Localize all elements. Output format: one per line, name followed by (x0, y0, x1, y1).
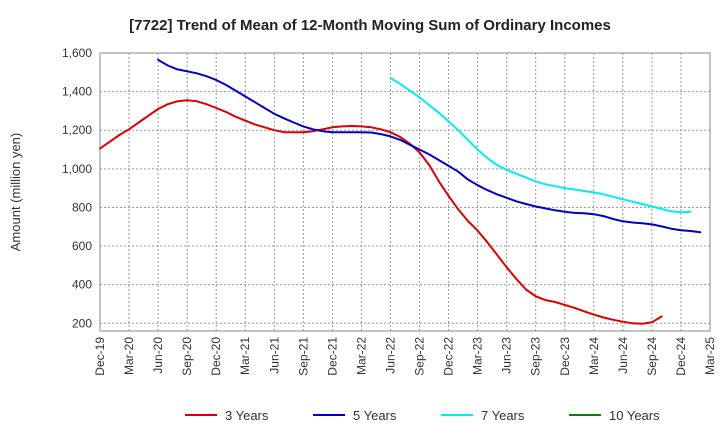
x-tick-label: Jun-21 (267, 337, 281, 374)
legend-label: 5 Years (353, 408, 397, 423)
y-tick-label: 1,200 (62, 123, 92, 137)
x-tick-label: Dec-23 (558, 337, 572, 376)
x-tick-label: Dec-21 (325, 337, 339, 376)
x-tick-label: Sep-24 (645, 337, 659, 376)
y-tick-label: 1,400 (62, 85, 92, 99)
grid (99, 52, 711, 331)
y-tick-label: 600 (72, 239, 92, 253)
x-tick-label: Dec-22 (442, 337, 456, 376)
y-tick-label: 400 (72, 278, 92, 292)
x-tick-label: Mar-24 (587, 337, 601, 375)
x-tick-label: Sep-20 (180, 337, 194, 376)
y-tick-label: 1,000 (62, 162, 92, 176)
y-axis-label: Amount (million yen) (8, 133, 23, 252)
x-tick-label: Mar-21 (238, 337, 252, 375)
series-lines (99, 58, 702, 325)
chart-title: [7722] Trend of Mean of 12-Month Moving … (129, 17, 611, 34)
x-tick-label: Mar-25 (703, 337, 717, 375)
x-tick-label: Mar-20 (122, 337, 136, 375)
series-line-5-years (157, 58, 702, 234)
series-line-7-years (389, 77, 692, 214)
x-tick-labels: Dec-19 Mar-20 Jun-20 Sep-20 Dec-20 Mar-21 Jun-… (93, 337, 717, 376)
x-tick-label: Jun-23 (500, 337, 514, 374)
legend: 3 Years 5 Years 7 Years 10 Years (185, 408, 660, 423)
y-tick-label: 800 (72, 200, 92, 214)
x-tick-label: Jun-24 (616, 337, 630, 374)
legend-label: 7 Years (481, 408, 525, 423)
y-tick-labels: 200 400 600 800 1,000 1,200 1,400 1,600 (62, 46, 92, 330)
x-tick-label: Sep-21 (296, 337, 310, 376)
legend-label: 10 Years (609, 408, 660, 423)
x-tick-label: Dec-20 (209, 337, 223, 376)
plot-frame (99, 52, 711, 332)
x-tick-label: Dec-19 (93, 337, 107, 376)
x-tick-label: Dec-24 (674, 337, 688, 376)
x-tick-label: Sep-23 (529, 337, 543, 376)
x-tick-label: Sep-22 (413, 337, 427, 376)
series-line-3-years (99, 99, 663, 325)
x-tick-label: Jun-22 (383, 337, 397, 374)
legend-label: 3 Years (225, 408, 269, 423)
y-tick-label: 1,600 (62, 46, 92, 60)
x-tick-label: Mar-23 (471, 337, 485, 375)
y-tick-label: 200 (72, 316, 92, 330)
x-tick-label: Jun-20 (151, 337, 165, 374)
x-tick-label: Mar-22 (354, 337, 368, 375)
